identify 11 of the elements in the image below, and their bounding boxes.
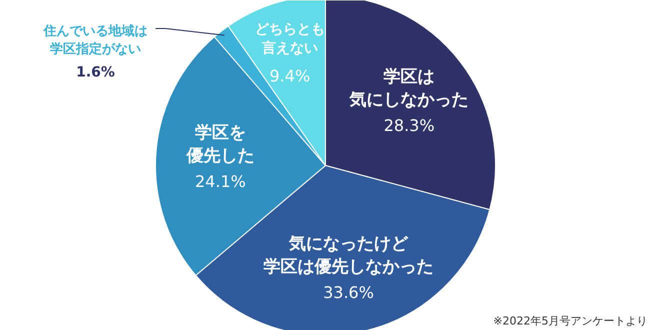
slice-label: 学区を優先した (185, 122, 254, 166)
slice-label: どちらとも言えない (254, 22, 325, 56)
data-label: 33.6% (323, 282, 374, 302)
slice-label: 学区は気にしなかった (348, 66, 469, 110)
slice-label: 住んでいる地域は学区指定がない (42, 24, 148, 57)
data-label: 24.1% (195, 172, 246, 191)
slice-label: 気になったけど学区は優先しなかった (264, 234, 434, 277)
data-label: 9.4% (270, 66, 310, 86)
data-label: 1.6% (76, 64, 115, 80)
data-label: 28.3% (384, 116, 435, 135)
text: ※2022年5月号アンケートより (493, 314, 648, 328)
